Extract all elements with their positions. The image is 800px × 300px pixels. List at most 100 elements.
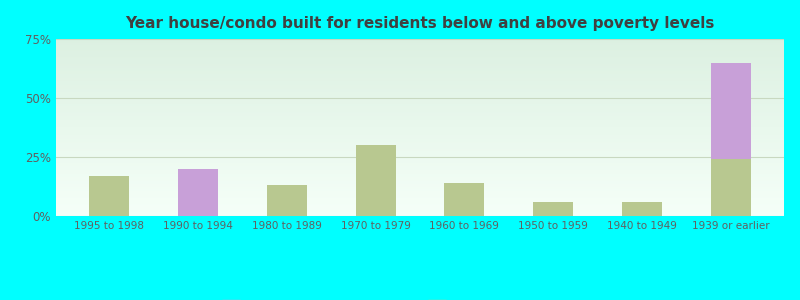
Bar bbox=[56, 135, 784, 136]
Bar bbox=[56, 185, 784, 186]
Bar bbox=[56, 73, 784, 74]
Bar bbox=[56, 92, 784, 93]
Bar bbox=[56, 78, 784, 79]
Bar bbox=[56, 85, 784, 86]
Bar bbox=[56, 99, 784, 100]
Bar bbox=[56, 176, 784, 177]
Bar bbox=[710, 63, 750, 216]
Bar bbox=[56, 167, 784, 168]
Bar bbox=[56, 193, 784, 194]
Bar bbox=[56, 117, 784, 118]
Bar bbox=[56, 100, 784, 101]
Bar bbox=[56, 211, 784, 212]
Bar bbox=[56, 90, 784, 91]
Bar bbox=[56, 129, 784, 130]
Bar bbox=[56, 48, 784, 49]
Bar bbox=[56, 107, 784, 108]
Bar bbox=[56, 154, 784, 155]
Bar bbox=[56, 116, 784, 117]
Bar bbox=[56, 169, 784, 170]
Bar bbox=[56, 89, 784, 90]
Bar bbox=[56, 106, 784, 107]
Bar bbox=[56, 148, 784, 149]
Bar bbox=[56, 159, 784, 160]
Bar bbox=[56, 45, 784, 46]
Bar bbox=[56, 80, 784, 81]
Bar bbox=[56, 128, 784, 129]
Bar bbox=[56, 194, 784, 195]
Bar bbox=[56, 103, 784, 104]
Bar bbox=[56, 125, 784, 126]
Bar bbox=[56, 67, 784, 68]
Bar bbox=[56, 143, 784, 144]
Bar bbox=[56, 142, 784, 143]
Bar bbox=[445, 197, 484, 216]
Bar bbox=[56, 95, 784, 96]
Bar bbox=[56, 50, 784, 51]
Bar bbox=[56, 153, 784, 154]
Bar bbox=[56, 118, 784, 119]
Bar bbox=[56, 65, 784, 66]
Bar bbox=[56, 210, 784, 211]
Bar bbox=[56, 69, 784, 70]
Bar bbox=[56, 195, 784, 196]
Bar bbox=[56, 59, 784, 60]
Bar bbox=[56, 75, 784, 76]
Bar bbox=[56, 49, 784, 50]
Bar bbox=[533, 202, 573, 216]
Bar bbox=[622, 202, 662, 216]
Bar bbox=[56, 178, 784, 179]
Bar bbox=[56, 161, 784, 162]
Bar bbox=[56, 133, 784, 134]
Bar bbox=[56, 101, 784, 102]
Bar bbox=[178, 169, 218, 216]
Bar bbox=[56, 82, 784, 83]
Bar bbox=[56, 166, 784, 167]
Bar bbox=[56, 163, 784, 164]
Bar bbox=[56, 164, 784, 165]
Bar bbox=[56, 168, 784, 169]
Bar bbox=[56, 122, 784, 123]
Bar bbox=[56, 63, 784, 64]
Bar bbox=[56, 199, 784, 200]
Bar bbox=[56, 115, 784, 116]
Bar bbox=[56, 202, 784, 203]
Bar bbox=[56, 70, 784, 71]
Bar bbox=[56, 104, 784, 105]
Bar bbox=[56, 68, 784, 69]
Bar bbox=[56, 139, 784, 140]
Bar bbox=[56, 162, 784, 163]
Bar bbox=[56, 213, 784, 214]
Bar bbox=[56, 93, 784, 94]
Bar bbox=[56, 66, 784, 67]
Bar bbox=[90, 176, 130, 216]
Bar bbox=[56, 177, 784, 178]
Bar bbox=[56, 76, 784, 77]
Bar bbox=[56, 88, 784, 89]
Bar bbox=[56, 54, 784, 55]
Bar bbox=[56, 134, 784, 135]
Bar bbox=[56, 60, 784, 61]
Bar bbox=[56, 91, 784, 92]
Bar bbox=[56, 72, 784, 73]
Bar bbox=[56, 96, 784, 97]
Bar bbox=[56, 131, 784, 132]
Bar bbox=[56, 97, 784, 98]
Bar bbox=[56, 192, 784, 193]
Bar bbox=[56, 53, 784, 54]
Bar bbox=[56, 47, 784, 48]
Bar bbox=[56, 204, 784, 205]
Bar bbox=[56, 200, 784, 201]
Bar bbox=[56, 183, 784, 184]
Bar bbox=[56, 79, 784, 80]
Bar bbox=[56, 136, 784, 137]
Bar bbox=[56, 105, 784, 106]
Bar bbox=[56, 198, 784, 199]
Bar bbox=[56, 151, 784, 152]
Bar bbox=[56, 203, 784, 204]
Bar bbox=[56, 98, 784, 99]
Bar bbox=[56, 196, 784, 197]
Bar bbox=[56, 171, 784, 172]
Bar bbox=[56, 180, 784, 181]
Bar bbox=[56, 184, 784, 185]
